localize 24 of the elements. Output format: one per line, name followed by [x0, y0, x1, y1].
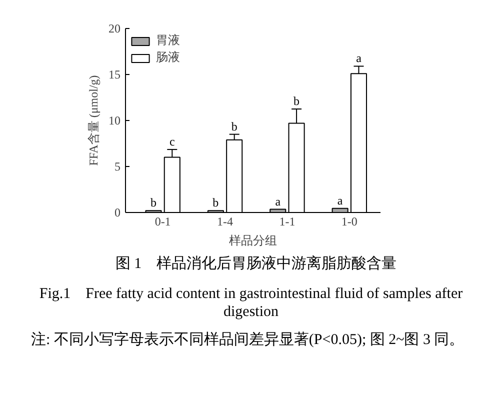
y-tick-label: 0	[114, 206, 120, 220]
y-tick-label: 5	[114, 160, 120, 174]
y-axis-title: FFA含量 (μmol/g)	[86, 75, 100, 166]
data-label: b	[294, 94, 300, 108]
y-tick-label: 20	[108, 22, 120, 36]
x-tick-label: 1-1	[279, 214, 296, 228]
data-label: a	[356, 51, 362, 66]
legend-label: 胃液	[156, 32, 180, 49]
text: Fig.1 Free fatty acid content in gastrointestinal fluid of samples after digestion	[38, 285, 464, 322]
data-label: b	[150, 196, 156, 210]
x-tick-label: 0-1	[154, 214, 171, 228]
text: 图 1 样品消化后胃肠液中游离脂肪酸含量	[115, 254, 397, 274]
data-label: b	[212, 196, 219, 210]
data-label: c	[169, 134, 175, 148]
data-label: a	[275, 194, 282, 208]
y-tick-label: 10	[108, 114, 120, 128]
data-label: a	[337, 193, 344, 208]
x-tick-label: 1-0	[341, 214, 358, 228]
text: 注: 不同小写字母表示不同样品间差异显著(P<0.05); 图 2~图 3 同。	[31, 331, 464, 350]
legend-label: 肠液	[156, 49, 180, 66]
data-label: b	[231, 119, 238, 134]
x-axis-title: 样品分组	[229, 234, 277, 248]
x-tick-label: 1-4	[217, 214, 234, 228]
y-tick-label: 15	[108, 68, 120, 82]
